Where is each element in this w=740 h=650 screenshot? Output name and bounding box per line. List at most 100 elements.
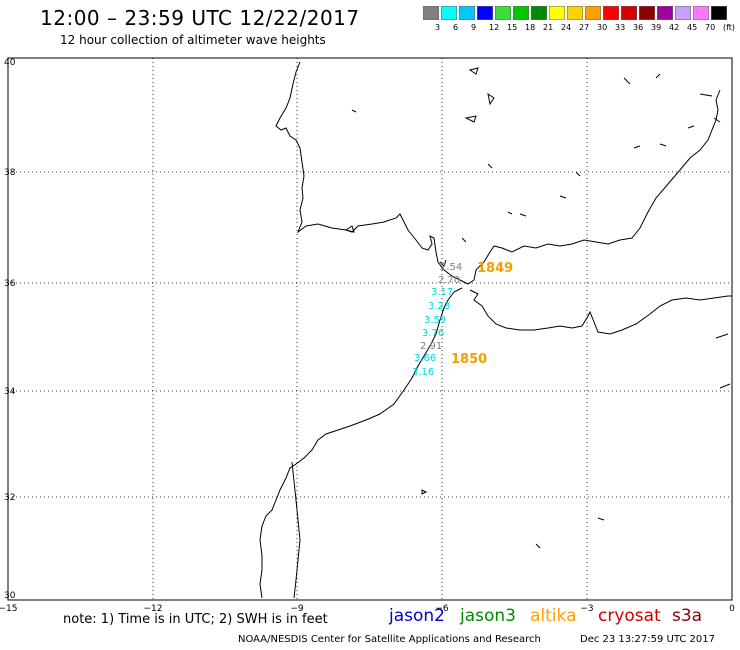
- island: [507, 211, 513, 215]
- legend-swatch: [675, 6, 691, 20]
- longitude-label: −6: [435, 604, 449, 614]
- island: [468, 67, 479, 75]
- island: [687, 125, 695, 129]
- legend-label: 9: [471, 23, 477, 32]
- satellite-s3a: s3a: [672, 606, 703, 626]
- pass-time-label: 1850: [451, 352, 487, 367]
- legend-swatch: [657, 6, 673, 20]
- legend-label: 3: [435, 23, 441, 32]
- latitude-label: 32: [4, 493, 15, 503]
- island: [421, 489, 428, 495]
- island: [699, 93, 713, 97]
- island: [633, 145, 641, 149]
- legend-label: 12: [489, 23, 500, 32]
- north-africa-coastline: [469, 289, 732, 335]
- legend-swatch: [459, 6, 475, 20]
- latitude-label: 38: [4, 168, 16, 178]
- map-subtitle: 12 hour collection of altimeter wave hei…: [60, 33, 326, 47]
- island: [344, 225, 355, 233]
- island: [715, 333, 729, 339]
- legend-label: (ft): [723, 23, 736, 32]
- satellite-jason2: jason2: [389, 606, 445, 626]
- wave-height-observations: 2.54 2.703.17 3.23 3.59 3.76 2.913.66 3.16 1849…: [412, 261, 513, 378]
- longitude-label: −15: [0, 604, 18, 614]
- legend-label: 21: [543, 23, 554, 32]
- legend-label: 27: [579, 23, 590, 32]
- longitude-label: −9: [290, 604, 304, 614]
- wave-height-color-legend: 3 6 9 12 15 18 21 24 27 30 33 36 39 42 45 70 (ft): [423, 6, 735, 34]
- legend-label: 30: [597, 23, 608, 32]
- legend-swatch: [567, 6, 583, 20]
- island: [464, 115, 477, 123]
- island: [659, 143, 667, 147]
- wave-height-value: 2.70: [438, 275, 460, 286]
- wave-height-value: 2.54: [440, 262, 462, 273]
- generated-timestamp: Dec 23 13:27:59 UTC 2017: [580, 634, 715, 645]
- island: [559, 195, 567, 199]
- latitude-label: 36: [4, 279, 16, 289]
- legend-swatch: [549, 6, 565, 20]
- island: [655, 73, 661, 79]
- legend-label: 33: [615, 23, 626, 32]
- map-title: 12:00 – 23:59 UTC 12/22/2017: [40, 6, 360, 30]
- legend-label: 18: [525, 23, 536, 32]
- iberia-coastline: [275, 61, 721, 285]
- atlantic-morocco-coastline: [259, 287, 463, 599]
- longitude-label: 0: [729, 604, 735, 614]
- island: [461, 237, 467, 243]
- wave-height-value: 3.16: [412, 367, 434, 378]
- legend-label: 6: [453, 23, 459, 32]
- legend-swatch: [693, 6, 709, 20]
- credit-text: NOAA/NESDIS Center for Satellite Applica…: [238, 634, 541, 645]
- wave-height-value: 3.23: [428, 301, 450, 312]
- latitude-label: 34: [4, 387, 16, 397]
- legend-swatch: [495, 6, 511, 20]
- legend-label: 39: [651, 23, 662, 32]
- legend-label: 42: [669, 23, 680, 32]
- wave-height-value: 3.17: [431, 287, 453, 298]
- legend-swatch: [711, 6, 727, 20]
- longitude-label: −12: [144, 604, 163, 614]
- island: [535, 543, 541, 549]
- island: [351, 109, 357, 113]
- graticule: [8, 58, 732, 600]
- island: [519, 213, 527, 217]
- island: [597, 517, 605, 521]
- wave-height-value: 3.66: [414, 353, 436, 364]
- footnote: note: 1) Time is in UTC; 2) SWH is in fe…: [63, 612, 328, 627]
- map-frame: [7, 57, 733, 601]
- island: [487, 92, 495, 106]
- wave-height-value: 2.91: [420, 341, 442, 352]
- legend-swatch: [603, 6, 619, 20]
- legend-swatch: [585, 6, 601, 20]
- wave-height-value: 3.76: [422, 328, 444, 339]
- legend-swatch: [621, 6, 637, 20]
- latitude-label: 40: [4, 58, 16, 68]
- island: [623, 77, 631, 85]
- island: [713, 117, 721, 123]
- latitude-label: 30: [4, 591, 16, 601]
- satellite-jason3: jason3: [460, 606, 516, 626]
- longitude-label: −3: [580, 604, 593, 614]
- legend-label: 36: [633, 23, 644, 32]
- legend-swatch: [639, 6, 655, 20]
- pass-time-label: 1849: [477, 261, 513, 276]
- gibraltar-coastline: [439, 259, 447, 267]
- axis-labels: 40 38 36 34 32 30 −15 −12 −9 −6 −3 0: [0, 58, 735, 614]
- legend-label: 70: [705, 23, 716, 32]
- legend-swatch: [477, 6, 493, 20]
- island: [487, 163, 493, 169]
- satellite-altika: altika: [530, 606, 577, 626]
- legend-label: 45: [687, 23, 698, 32]
- island: [575, 171, 581, 177]
- legend-swatch: [423, 6, 439, 20]
- coastline: [259, 61, 732, 599]
- legend-swatch: [531, 6, 547, 20]
- legend-swatch: [441, 6, 457, 20]
- legend-label: 15: [507, 23, 518, 32]
- legend-label: 24: [561, 23, 572, 32]
- legend-swatch: [513, 6, 529, 20]
- wave-height-value: 3.59: [424, 315, 446, 326]
- satellite-cryosat: cryosat: [598, 606, 661, 626]
